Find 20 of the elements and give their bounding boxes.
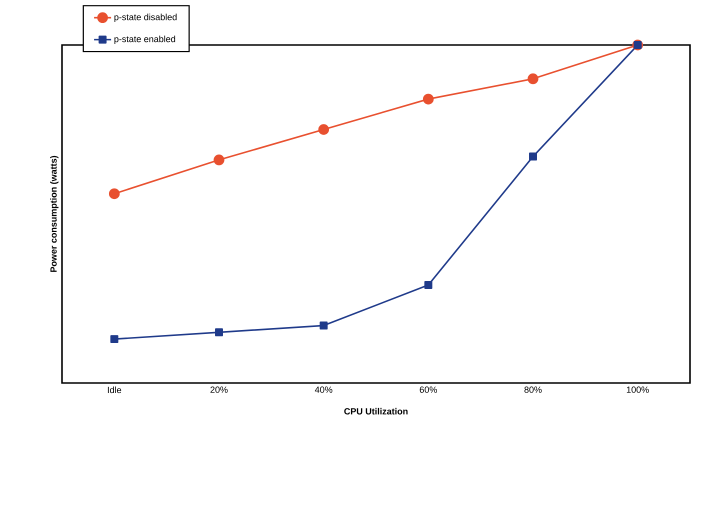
point <box>528 73 538 84</box>
x-tick-label: 60% <box>420 386 437 393</box>
legend-label: p-state enabled <box>114 36 176 44</box>
x-tick-label: 40% <box>314 386 332 393</box>
x-axis-title: CPU Utilization <box>344 408 408 415</box>
x-tick-label: Idle <box>108 386 122 394</box>
point <box>110 335 118 344</box>
point <box>529 152 537 161</box>
point <box>214 154 224 166</box>
point <box>320 322 328 330</box>
point <box>215 328 223 336</box>
point <box>108 188 120 200</box>
point <box>422 94 434 104</box>
x-tick-label: 80% <box>524 386 542 393</box>
point <box>318 124 330 135</box>
x-tick-label: 100% <box>626 386 649 393</box>
point <box>424 280 432 289</box>
legend-label: p-state disabled <box>114 14 177 22</box>
x-tick-label: 20% <box>210 386 228 393</box>
y-axis-title: Power consumption (watts) <box>50 156 58 272</box>
